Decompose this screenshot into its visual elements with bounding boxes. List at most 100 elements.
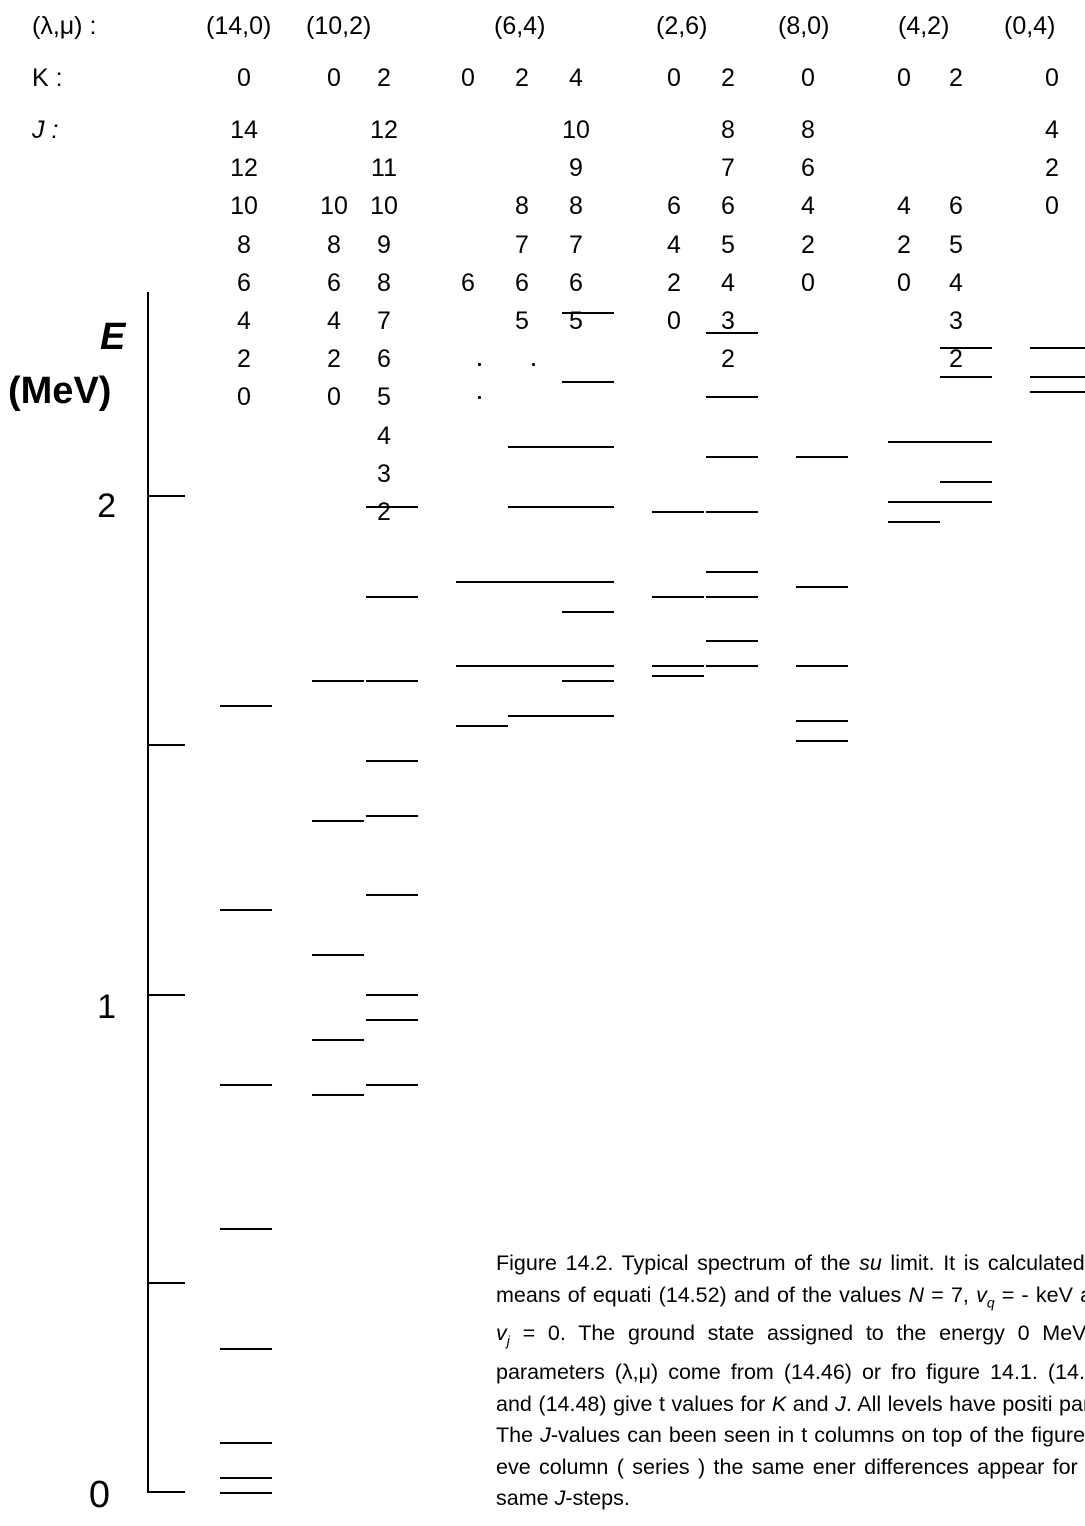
j-value: 12 (370, 116, 398, 144)
j-value: 6 (801, 154, 815, 183)
j-value: 6 (237, 268, 251, 297)
energy-level-bar (312, 1039, 364, 1041)
energy-level-bar (888, 501, 940, 503)
caption-subscript: q (986, 1293, 995, 1310)
j-value: 10 (230, 192, 258, 221)
k-value: 2 (515, 64, 529, 92)
column-label-0-4: (0,4) (1004, 12, 1056, 40)
caption-text: = - keV and (1001, 1282, 1085, 1307)
j-value: 6 (461, 268, 475, 297)
j-value: 0 (667, 307, 681, 335)
energy-level-bar (652, 596, 704, 598)
j-value: 8 (515, 192, 529, 221)
k-value: 0 (667, 64, 681, 92)
energy-level-bar (366, 994, 418, 996)
j-value: 0 (801, 268, 815, 297)
k-value: 0 (801, 64, 815, 92)
j-value: 2 (667, 268, 681, 297)
column-label-4-2: (4,2) (898, 12, 950, 40)
energy-level-bar (562, 381, 614, 383)
energy-level-bar (562, 611, 614, 613)
j-value: 2 (897, 230, 911, 259)
energy-level-bar (796, 740, 848, 742)
caption-italic: v (496, 1321, 507, 1346)
column-label-6-4: (6,4) (494, 12, 546, 40)
energy-level-bar (796, 456, 848, 458)
energy-axis-tick (147, 744, 185, 746)
j-value: 4 (721, 268, 735, 297)
energy-level-bar (508, 665, 614, 667)
j-value: 6 (667, 192, 681, 221)
energy-level-bar (562, 506, 614, 508)
energy-level-bar (366, 894, 418, 896)
caption-italic: J (835, 1391, 846, 1416)
j-value: 4 (667, 230, 681, 259)
energy-level-bar (220, 1477, 272, 1479)
energy-level-bar (366, 680, 418, 682)
k-value: 2 (949, 64, 963, 92)
energy-level-bar (366, 815, 418, 817)
energy-level-bar (456, 665, 508, 667)
energy-level-bar (706, 571, 758, 573)
column-label-14-0: (14,0) (206, 12, 272, 40)
j-value: 0 (327, 383, 341, 412)
energy-axis-label: E (100, 316, 126, 358)
j-value: 4 (237, 307, 251, 335)
energy-level-bar (456, 581, 508, 583)
j-value: 8 (377, 268, 391, 297)
energy-level-bar (1030, 376, 1085, 378)
lambda-mu-row-label: (λ,μ) : (32, 12, 97, 40)
j-value: 4 (377, 421, 391, 450)
caption-text: . All levels have positi parity. The (496, 1391, 1085, 1448)
energy-level-bar (796, 586, 848, 588)
caption-italic: J (554, 1486, 566, 1511)
energy-level-bar (706, 456, 758, 458)
j-value: 2 (377, 498, 391, 526)
j-value: 8 (801, 116, 815, 144)
energy-level-bar (456, 725, 508, 727)
j-value: 6 (569, 268, 583, 297)
energy-level-bar (706, 665, 758, 667)
j-value: 7 (377, 307, 391, 335)
caption-text: = 7, (924, 1282, 977, 1307)
j-row-label: J : (32, 116, 59, 144)
j-value: 7 (515, 230, 529, 259)
k-value: 2 (721, 64, 735, 92)
energy-tick-label: 0 (88, 1474, 110, 1516)
energy-level-bar (366, 596, 418, 598)
k-value: 0 (237, 64, 251, 92)
energy-level-bar (706, 596, 758, 598)
energy-axis-tick (147, 1491, 185, 1493)
j-value: 2 (801, 230, 815, 259)
k-value: 0 (1045, 64, 1059, 92)
energy-level-bar (366, 1084, 418, 1086)
energy-level-bar (220, 1228, 272, 1230)
j-value: 0 (237, 383, 251, 412)
j-value: 2 (721, 345, 735, 374)
j-value: 6 (949, 192, 963, 221)
j-value: 2 (949, 345, 963, 374)
caption-italic: J (540, 1423, 551, 1448)
caption-italic: N (908, 1282, 925, 1307)
k-row-label: K : (32, 64, 63, 92)
j-value: 9 (377, 230, 391, 259)
energy-level-bar (888, 521, 940, 523)
energy-tick-label: 1 (97, 988, 116, 1026)
energy-level-bar (508, 715, 614, 717)
j-value: 14 (230, 116, 258, 144)
caption-text: Figure 14.2. Typical spectrum of the (496, 1251, 860, 1275)
j-value: 4 (949, 268, 963, 297)
energy-axis-tick (147, 994, 185, 996)
column-label-2-6: (2,6) (656, 12, 708, 40)
j-value: 2 (1045, 154, 1059, 183)
j-value: 0 (897, 268, 911, 297)
energy-axis-tick (147, 495, 185, 497)
j-value: 8 (721, 116, 735, 144)
j-value: 8 (237, 230, 251, 259)
ellipsis-dot (478, 363, 481, 366)
j-value: 4 (801, 192, 815, 221)
energy-level-bar (312, 680, 364, 682)
j-value: 2 (237, 345, 251, 374)
energy-level-bar (706, 640, 758, 642)
